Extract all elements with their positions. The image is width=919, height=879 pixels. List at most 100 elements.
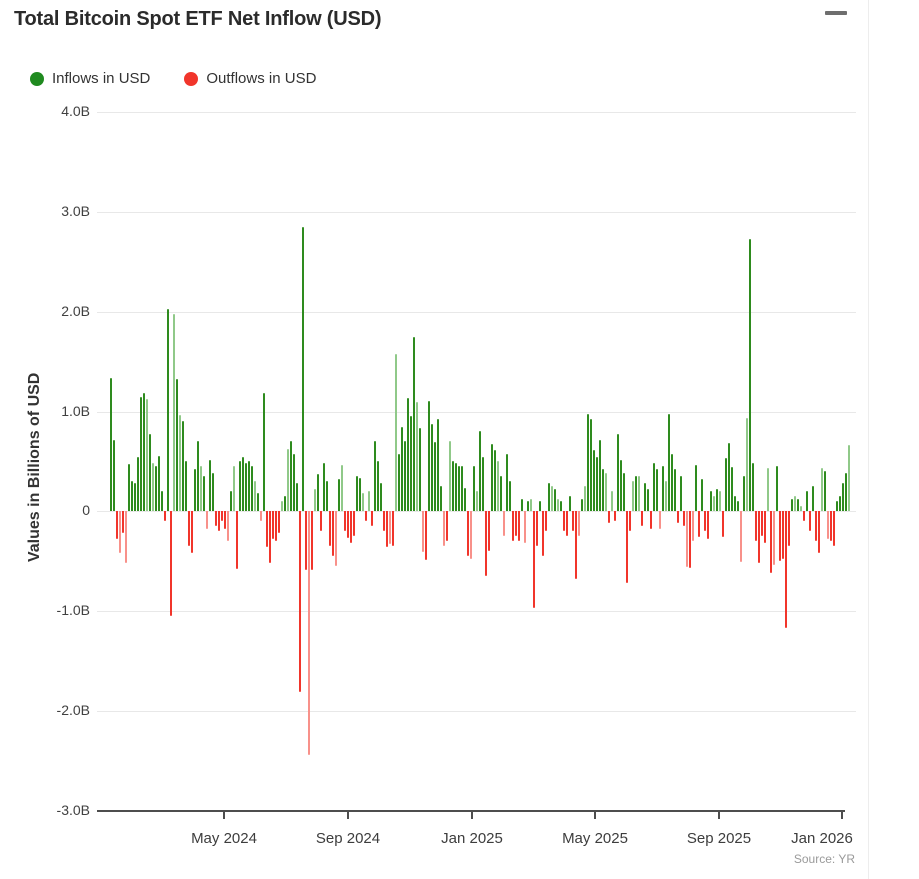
inflow-bar[interactable] xyxy=(461,466,464,512)
inflow-bar[interactable] xyxy=(437,418,440,512)
outflow-bar[interactable] xyxy=(218,511,221,532)
outflow-bar[interactable] xyxy=(689,511,692,569)
inflow-bar[interactable] xyxy=(362,493,365,512)
inflow-bar[interactable] xyxy=(440,486,443,512)
inflow-bar[interactable] xyxy=(662,466,665,512)
inflow-bar[interactable] xyxy=(587,413,590,512)
outflow-bar[interactable] xyxy=(722,511,725,538)
inflow-bar[interactable] xyxy=(797,499,800,512)
inflow-bar[interactable] xyxy=(434,441,437,512)
inflow-bar[interactable] xyxy=(821,468,824,512)
inflow-bar[interactable] xyxy=(812,486,815,512)
outflow-bar[interactable] xyxy=(272,511,275,540)
inflow-bar[interactable] xyxy=(674,469,677,512)
outflow-bar[interactable] xyxy=(116,511,119,540)
inflow-bar[interactable] xyxy=(521,499,524,512)
inflow-bar[interactable] xyxy=(527,501,530,512)
outflow-bar[interactable] xyxy=(659,511,662,530)
inflow-bar[interactable] xyxy=(458,466,461,512)
inflow-bar[interactable] xyxy=(767,468,770,512)
inflow-bar[interactable] xyxy=(605,473,608,512)
inflow-bar[interactable] xyxy=(794,496,797,512)
inflow-bar[interactable] xyxy=(731,467,734,512)
outflow-bar[interactable] xyxy=(827,511,830,540)
inflow-bar[interactable] xyxy=(710,491,713,512)
outflow-bar[interactable] xyxy=(614,511,617,522)
inflow-bar[interactable] xyxy=(134,483,137,512)
outflow-bar[interactable] xyxy=(533,511,536,609)
inflow-bar[interactable] xyxy=(557,499,560,512)
outflow-bar[interactable] xyxy=(236,511,239,570)
inflow-bar[interactable] xyxy=(314,489,317,512)
inflow-bar[interactable] xyxy=(581,499,584,512)
outflow-bar[interactable] xyxy=(563,511,566,532)
outflow-bar[interactable] xyxy=(830,511,833,542)
inflow-bar[interactable] xyxy=(326,481,329,512)
outflow-bar[interactable] xyxy=(320,511,323,532)
inflow-bar[interactable] xyxy=(842,483,845,512)
outflow-bar[interactable] xyxy=(626,511,629,584)
chart-context-menu-button[interactable] xyxy=(825,11,849,31)
outflow-bar[interactable] xyxy=(704,511,707,532)
outflow-bar[interactable] xyxy=(164,511,167,522)
inflow-bar[interactable] xyxy=(509,481,512,512)
outflow-bar[interactable] xyxy=(782,511,785,560)
inflow-bar[interactable] xyxy=(128,464,131,512)
inflow-bar[interactable] xyxy=(500,476,503,512)
outflow-bar[interactable] xyxy=(512,511,515,542)
inflow-bar[interactable] xyxy=(647,489,650,512)
outflow-bar[interactable] xyxy=(545,511,548,532)
outflow-bar[interactable] xyxy=(677,511,680,524)
outflow-bar[interactable] xyxy=(227,511,230,542)
inflow-bar[interactable] xyxy=(380,483,383,512)
inflow-bar[interactable] xyxy=(599,439,602,512)
inflow-bar[interactable] xyxy=(209,459,212,512)
inflow-bar[interactable] xyxy=(671,453,674,512)
outflow-bar[interactable] xyxy=(629,511,632,532)
inflow-bar[interactable] xyxy=(230,491,233,512)
inflow-bar[interactable] xyxy=(287,448,290,512)
inflow-bar[interactable] xyxy=(494,449,497,512)
inflow-bar[interactable] xyxy=(752,463,755,512)
inflow-bar[interactable] xyxy=(149,433,152,512)
outflow-bar[interactable] xyxy=(260,511,263,522)
outflow-bar[interactable] xyxy=(788,511,791,547)
inflow-bar[interactable] xyxy=(431,423,434,512)
outflow-bar[interactable] xyxy=(650,511,653,530)
inflow-bar[interactable] xyxy=(185,461,188,512)
inflow-bar[interactable] xyxy=(749,238,752,512)
outflow-bar[interactable] xyxy=(470,511,473,560)
outflow-bar[interactable] xyxy=(221,511,224,522)
inflow-bar[interactable] xyxy=(455,463,458,512)
inflow-bar[interactable] xyxy=(407,397,410,512)
inflow-bar[interactable] xyxy=(836,501,839,512)
outflow-bar[interactable] xyxy=(566,511,569,537)
outflow-bar[interactable] xyxy=(572,511,575,532)
inflow-bar[interactable] xyxy=(635,476,638,512)
inflow-bar[interactable] xyxy=(551,486,554,512)
outflow-bar[interactable] xyxy=(422,511,425,553)
outflow-bar[interactable] xyxy=(467,511,470,557)
inflow-bar[interactable] xyxy=(725,457,728,512)
inflow-bar[interactable] xyxy=(317,474,320,512)
inflow-bar[interactable] xyxy=(728,442,731,512)
inflow-bar[interactable] xyxy=(419,427,422,512)
outflow-bar[interactable] xyxy=(305,511,308,571)
inflow-bar[interactable] xyxy=(398,453,401,512)
outflow-bar[interactable] xyxy=(206,511,209,530)
inflow-bar[interactable] xyxy=(656,469,659,512)
inflow-bar[interactable] xyxy=(776,466,779,512)
outflow-bar[interactable] xyxy=(803,511,806,522)
outflow-bar[interactable] xyxy=(515,511,518,537)
inflow-bar[interactable] xyxy=(293,453,296,512)
outflow-bar[interactable] xyxy=(641,511,644,527)
inflow-bar[interactable] xyxy=(242,456,245,512)
outflow-bar[interactable] xyxy=(524,511,527,544)
outflow-bar[interactable] xyxy=(542,511,545,557)
inflow-bar[interactable] xyxy=(737,501,740,512)
inflow-bar[interactable] xyxy=(296,483,299,512)
inflow-bar[interactable] xyxy=(638,476,641,512)
inflow-bar[interactable] xyxy=(161,491,164,512)
inflow-bar[interactable] xyxy=(491,443,494,512)
inflow-bar[interactable] xyxy=(806,491,809,512)
